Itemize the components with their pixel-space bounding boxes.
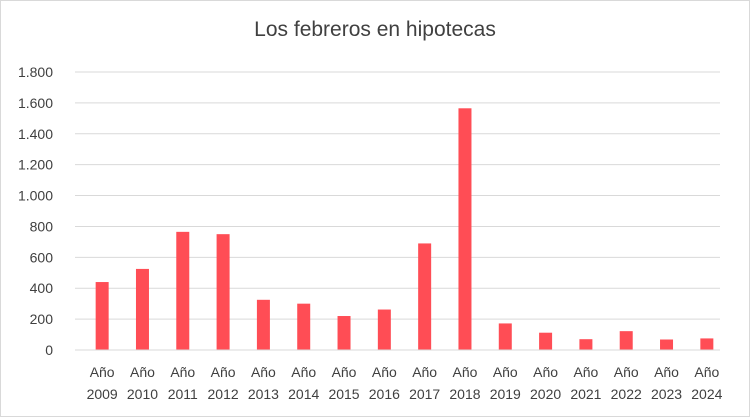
- x-tick-label-line2: 2016: [369, 386, 400, 402]
- bar: [377, 309, 391, 350]
- y-tick-label: 200: [30, 311, 54, 327]
- y-tick-label: 1.400: [18, 126, 53, 142]
- x-tick-label-line2: 2018: [449, 386, 480, 402]
- x-tick-label-line2: 2017: [409, 386, 440, 402]
- bar: [135, 268, 149, 350]
- bar: [418, 243, 432, 350]
- x-tick-label-line1: Año: [533, 364, 558, 380]
- x-tick-label-line2: 2013: [248, 386, 279, 402]
- x-tick-label-line1: Año: [170, 364, 195, 380]
- bar: [498, 323, 512, 350]
- x-tick-label-line2: 2014: [288, 386, 319, 402]
- x-tick-label-line1: Año: [493, 364, 518, 380]
- x-tick-label-line2: 2023: [651, 386, 682, 402]
- x-tick-label-line1: Año: [453, 364, 478, 380]
- x-tick-label-line1: Año: [90, 364, 115, 380]
- bar: [660, 339, 674, 350]
- x-tick-label-line2: 2009: [87, 386, 118, 402]
- y-tick-label: 600: [30, 249, 54, 265]
- bar: [579, 339, 593, 350]
- bar: [337, 316, 351, 350]
- chart-title: Los febreros en hipotecas: [254, 18, 496, 41]
- x-tick-label-line1: Año: [372, 364, 397, 380]
- x-tick-label-line1: Año: [251, 364, 276, 380]
- x-tick-label-line2: 2024: [691, 386, 722, 402]
- y-tick-label: 1.800: [18, 64, 53, 80]
- x-tick-label-line2: 2011: [168, 386, 198, 402]
- x-tick-label-line1: Año: [412, 364, 437, 380]
- bar: [216, 234, 230, 350]
- y-tick-label: 800: [30, 218, 54, 234]
- x-tick-label-line1: Año: [332, 364, 357, 380]
- x-tick-label-line1: Año: [573, 364, 598, 380]
- x-tick-label-line1: Año: [211, 364, 236, 380]
- y-tick-label: 1.200: [18, 157, 53, 173]
- bar: [539, 332, 553, 350]
- x-tick-label-line2: 2020: [530, 386, 561, 402]
- x-tick-label-line1: Año: [694, 364, 719, 380]
- y-tick-label: 0: [45, 342, 53, 358]
- x-tick-label-line1: Año: [614, 364, 639, 380]
- bar: [458, 108, 472, 351]
- bar: [176, 231, 190, 350]
- y-tick-label: 1.000: [18, 188, 53, 204]
- y-tick-label: 400: [30, 280, 54, 296]
- x-tick-label-line2: 2010: [127, 386, 158, 402]
- x-tick-label-line2: 2012: [208, 386, 239, 402]
- x-tick-label-line2: 2019: [490, 386, 521, 402]
- bar: [256, 299, 270, 350]
- bar: [700, 338, 714, 350]
- x-tick-label-line1: Año: [654, 364, 679, 380]
- x-tick-label-line1: Año: [130, 364, 155, 380]
- y-tick-label: 1.600: [18, 95, 53, 111]
- bar: [95, 282, 109, 350]
- bar: [297, 303, 311, 350]
- x-tick-label-line1: Año: [291, 364, 316, 380]
- x-tick-label-line2: 2021: [570, 386, 601, 402]
- x-tick-label-line2: 2022: [611, 386, 642, 402]
- bar: [619, 331, 633, 350]
- x-tick-label-line2: 2015: [328, 386, 359, 402]
